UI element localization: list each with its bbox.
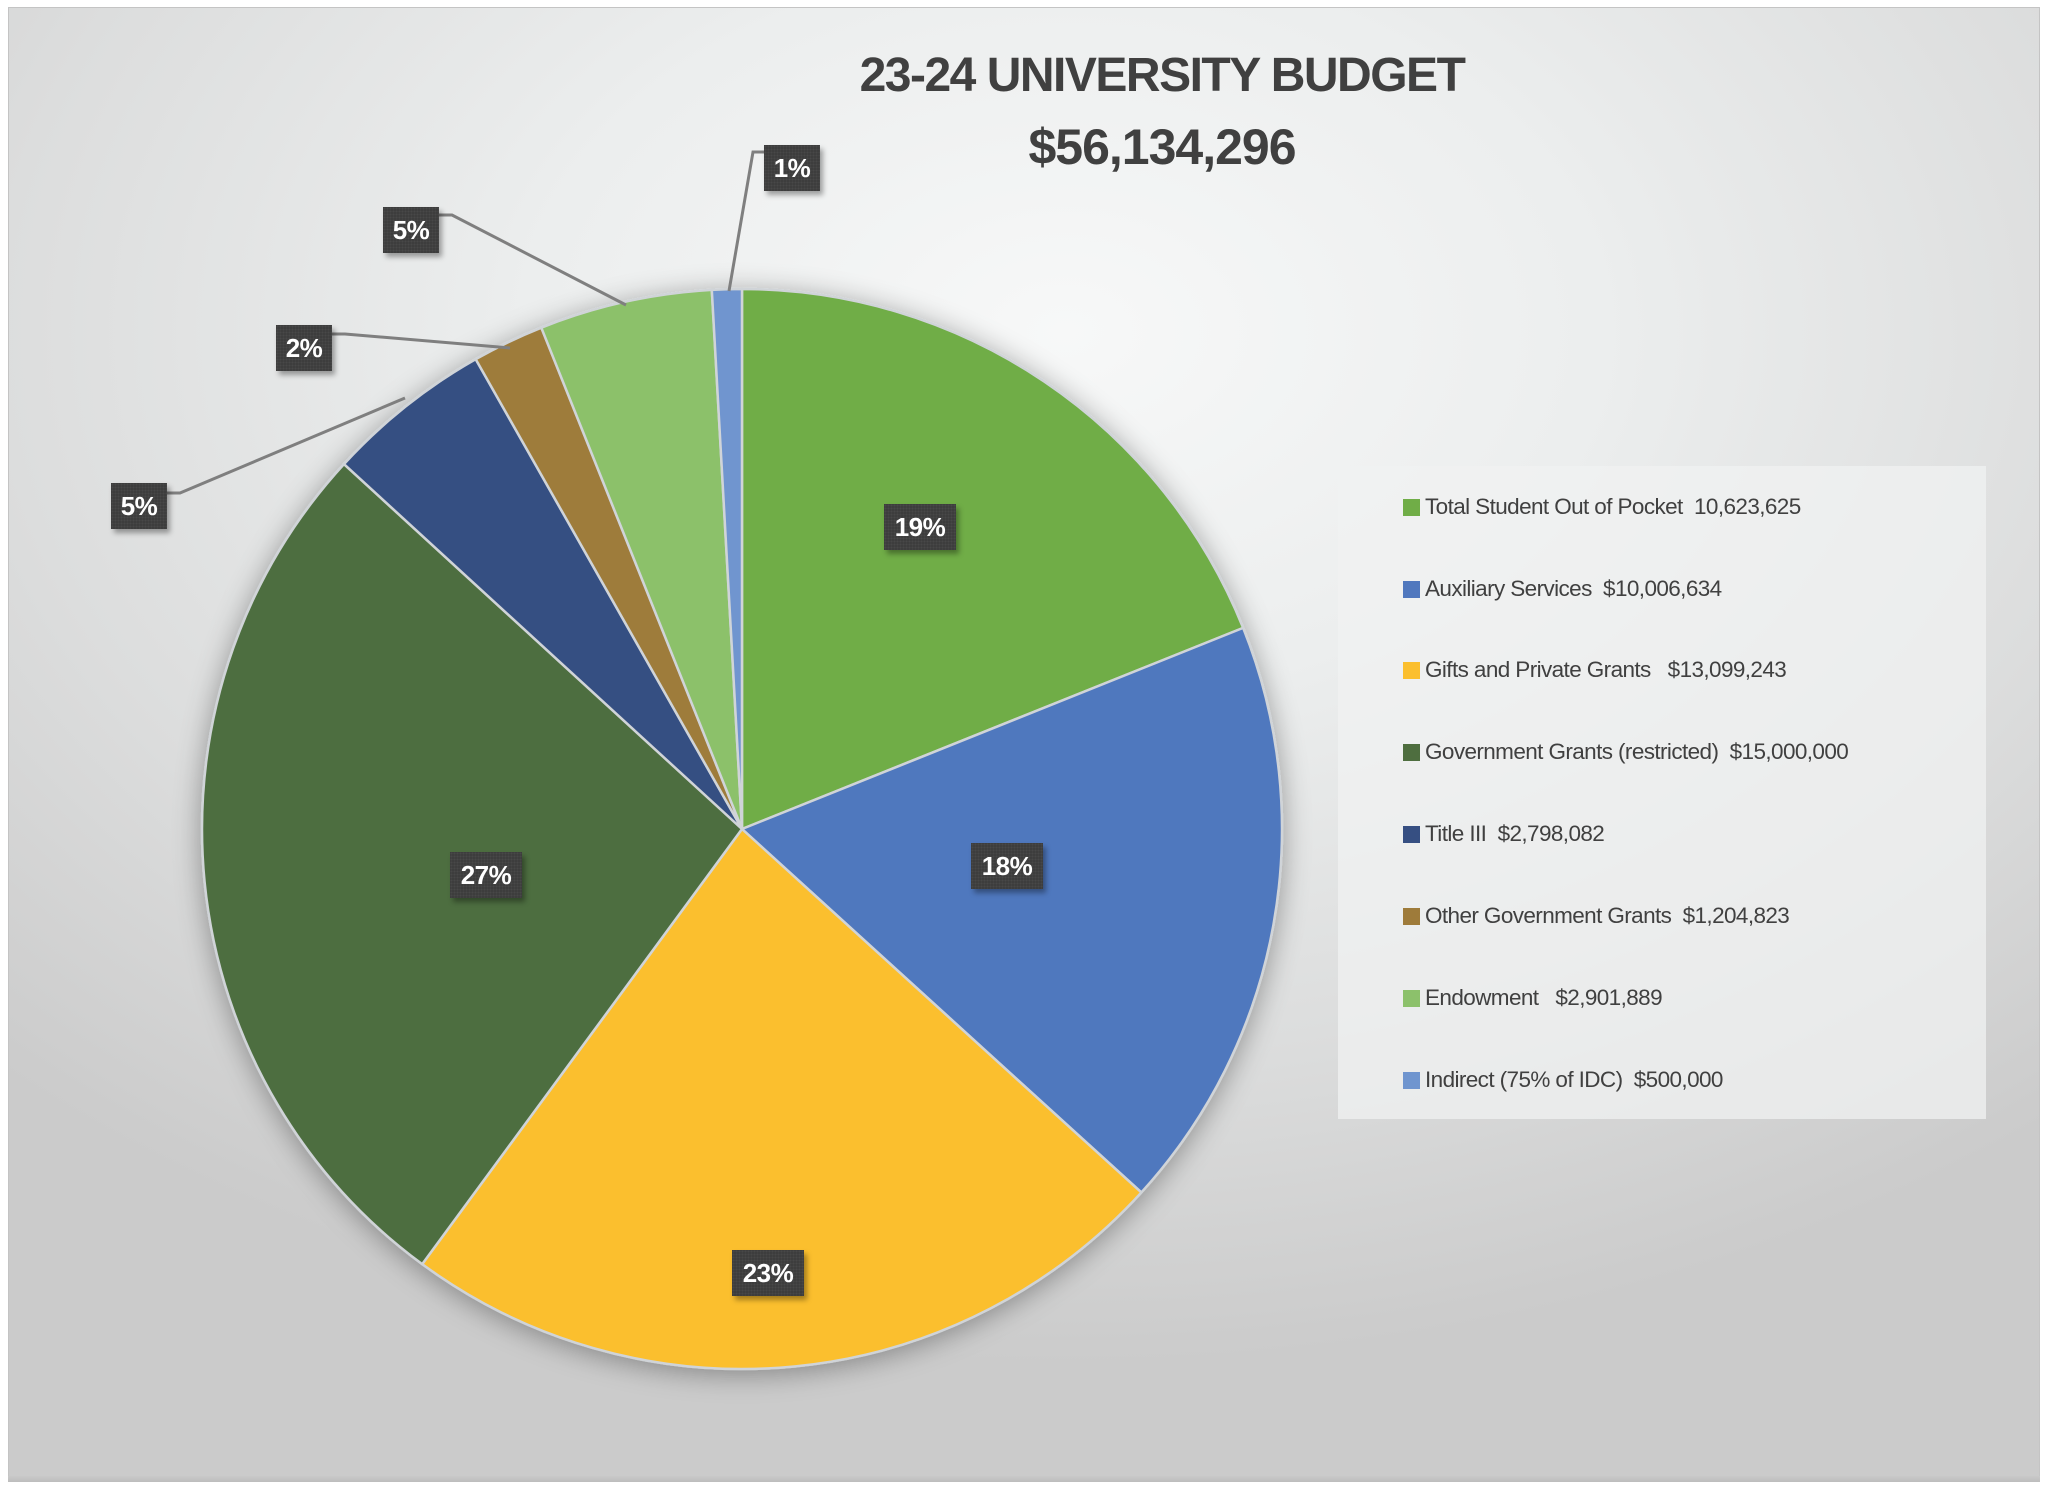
pie-slice	[342, 357, 744, 831]
percent-label: 5%	[111, 483, 167, 529]
legend-swatch-icon	[1403, 580, 1420, 598]
pie-slice	[710, 287, 744, 831]
pie-slices	[200, 287, 1284, 1371]
legend-item: Gifts and Private Grants $13,099,243	[1403, 655, 1787, 685]
legend-label: Endowment $2,901,889	[1425, 985, 1663, 1010]
percent-label: 19%	[884, 504, 956, 550]
legend-label: Government Grants (restricted) $15,000,0…	[1425, 739, 1849, 764]
legend-item: Title III $2,798,082	[1403, 819, 1605, 849]
legend-label: Other Government Grants $1,204,823	[1425, 903, 1790, 928]
legend-item: Endowment $2,901,889	[1403, 983, 1663, 1013]
legend-item: Indirect (75% of IDC) $500,000	[1403, 1065, 1723, 1095]
leader-lines	[167, 150, 764, 495]
percent-label: 18%	[971, 843, 1043, 889]
legend: Total Student Out of Pocket 10,623,625 A…	[1338, 466, 1986, 1119]
legend-item: Government Grants (restricted) $15,000,0…	[1403, 737, 1849, 767]
legend-item: Auxiliary Services $10,006,634	[1403, 574, 1722, 604]
chart-total: $56,134,296	[1028, 119, 1296, 175]
legend-item: Total Student Out of Pocket 10,623,625	[1403, 492, 1801, 522]
legend-label: Auxiliary Services $10,006,634	[1425, 576, 1722, 601]
percent-label: 27%	[450, 852, 522, 898]
percent-label: 1%	[764, 145, 820, 191]
legend-label: Total Student Out of Pocket 10,623,625	[1425, 494, 1801, 519]
pie-slice	[740, 626, 1284, 1194]
legend-label: Title III $2,798,082	[1425, 821, 1605, 846]
pie-slice	[540, 288, 744, 831]
percent-label: 23%	[732, 1250, 804, 1296]
percent-label: 2%	[276, 325, 332, 371]
legend-swatch-icon	[1403, 825, 1420, 843]
leader-line	[727, 150, 764, 292]
leader-line	[438, 213, 627, 307]
percent-label: 5%	[383, 207, 439, 253]
chart-title: 23-24 UNIVERSITY BUDGET	[859, 49, 1466, 102]
pie-slice	[420, 827, 1143, 1371]
legend-label: Indirect (75% of IDC) $500,000	[1425, 1067, 1723, 1092]
legend-swatch-icon	[1403, 498, 1420, 516]
legend-label: Gifts and Private Grants $13,099,243	[1425, 657, 1787, 682]
leader-line	[167, 396, 406, 495]
leader-line	[331, 332, 511, 350]
legend-swatch-icon	[1403, 907, 1420, 925]
legend-swatch-icon	[1403, 661, 1420, 679]
legend-item: Other Government Grants $1,204,823	[1403, 901, 1790, 931]
legend-swatch-icon	[1403, 989, 1420, 1007]
legend-swatch-icon	[1403, 1071, 1420, 1089]
legend-swatch-icon	[1403, 743, 1420, 761]
pie-slice	[740, 287, 1245, 831]
